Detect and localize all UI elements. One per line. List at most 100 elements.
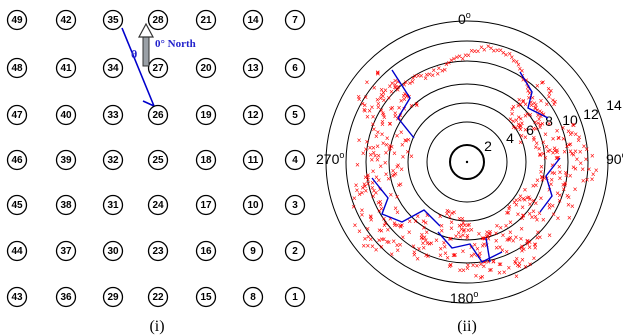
- node-circle: [284, 9, 306, 31]
- marker: ×: [439, 227, 444, 236]
- marker: ×: [381, 111, 386, 120]
- marker: ×: [380, 130, 385, 139]
- marker: ×: [395, 132, 400, 141]
- marker: ×: [355, 161, 360, 170]
- marker: ×: [393, 170, 398, 179]
- marker: ×: [508, 115, 513, 124]
- node-label: 9: [250, 246, 256, 257]
- marker: ×: [519, 122, 524, 131]
- marker: ×: [555, 148, 560, 157]
- marker: ×: [374, 188, 379, 197]
- node-label: 27: [152, 63, 164, 74]
- marker: ×: [517, 123, 522, 132]
- marker: ×: [527, 193, 532, 202]
- node-circle: [284, 286, 306, 308]
- marker: ×: [460, 214, 465, 223]
- marker: ×: [375, 69, 380, 78]
- marker: ×: [360, 211, 365, 220]
- node-circle: [147, 149, 169, 171]
- marker: ×: [549, 180, 554, 189]
- node-label: 3: [292, 200, 298, 211]
- marker: ×: [445, 207, 450, 216]
- marker: ×: [388, 144, 393, 153]
- marker: ×: [392, 221, 397, 230]
- node: 22: [147, 286, 169, 308]
- ring-label: 4: [506, 130, 514, 146]
- node: 13: [242, 57, 264, 79]
- node: 34: [102, 57, 124, 79]
- marker: ×: [541, 78, 546, 87]
- marker: ×: [556, 134, 561, 143]
- node-circle: [6, 194, 28, 216]
- marker: ×: [427, 70, 432, 79]
- marker: ×: [376, 103, 381, 112]
- marker: ×: [517, 65, 522, 74]
- marker: ×: [381, 88, 386, 97]
- marker: ×: [373, 151, 378, 160]
- marker: ×: [438, 245, 443, 254]
- marker: ×: [566, 127, 571, 136]
- node-circle: [195, 9, 217, 31]
- marker: ×: [465, 264, 470, 273]
- marker: ×: [447, 262, 452, 271]
- marker: ×: [411, 74, 416, 83]
- marker: ×: [523, 263, 528, 272]
- marker: ×: [429, 239, 434, 248]
- marker: ×: [382, 215, 387, 224]
- node-circle: [242, 149, 264, 171]
- marker: ×: [520, 203, 525, 212]
- marker: ×: [534, 139, 539, 148]
- north-arrow-icon: [137, 22, 155, 67]
- node-label: 15: [200, 292, 212, 303]
- marker: ×: [399, 97, 404, 106]
- marker: ×: [539, 168, 544, 177]
- marker: ×: [521, 97, 526, 106]
- marker: ×: [396, 181, 401, 190]
- marker: ×: [527, 89, 532, 98]
- marker: ×: [590, 175, 595, 184]
- marker: ×: [366, 233, 371, 242]
- marker: ×: [392, 219, 397, 228]
- marker: ×: [461, 218, 466, 227]
- marker: ×: [360, 206, 365, 215]
- marker: ×: [535, 176, 540, 185]
- ring-label: 2: [484, 138, 492, 154]
- marker: ×: [354, 181, 359, 190]
- marker: ×: [387, 119, 392, 128]
- node-circle: [147, 286, 169, 308]
- marker: ×: [510, 105, 515, 114]
- marker: ×: [402, 95, 407, 104]
- node-label: 1: [292, 292, 298, 303]
- marker: ×: [374, 173, 379, 182]
- marker: ×: [531, 196, 536, 205]
- marker: ×: [365, 138, 370, 147]
- node-label: 19: [200, 110, 212, 121]
- panel-i-node-grid: 49 42 35 28 21 14 748 41 34 27 20 13 647 40 33 26 19 12 54…: [6, 9, 306, 308]
- marker: ×: [518, 125, 523, 134]
- marker: ×: [487, 230, 492, 239]
- marker: ×: [547, 89, 552, 98]
- marker: ×: [393, 77, 398, 86]
- node: 4: [284, 149, 306, 171]
- marker: ×: [516, 61, 521, 70]
- node: 46: [6, 149, 28, 171]
- marker: ×: [425, 239, 430, 248]
- marker: ×: [424, 251, 429, 260]
- node: 42: [55, 9, 77, 31]
- marker: ×: [363, 182, 368, 191]
- marker: ×: [505, 235, 510, 244]
- marker: ×: [412, 248, 417, 257]
- trajectory-line: [391, 69, 415, 139]
- marker: ×: [362, 180, 367, 189]
- marker: ×: [389, 88, 394, 97]
- marker: ×: [375, 69, 380, 78]
- marker: ×: [448, 261, 453, 270]
- marker: ×: [478, 260, 483, 269]
- marker: ×: [528, 200, 533, 209]
- marker: ×: [363, 173, 368, 182]
- marker: ×: [521, 75, 526, 84]
- marker: ×: [425, 211, 430, 220]
- marker: ×: [384, 141, 389, 150]
- marker: ×: [584, 145, 589, 154]
